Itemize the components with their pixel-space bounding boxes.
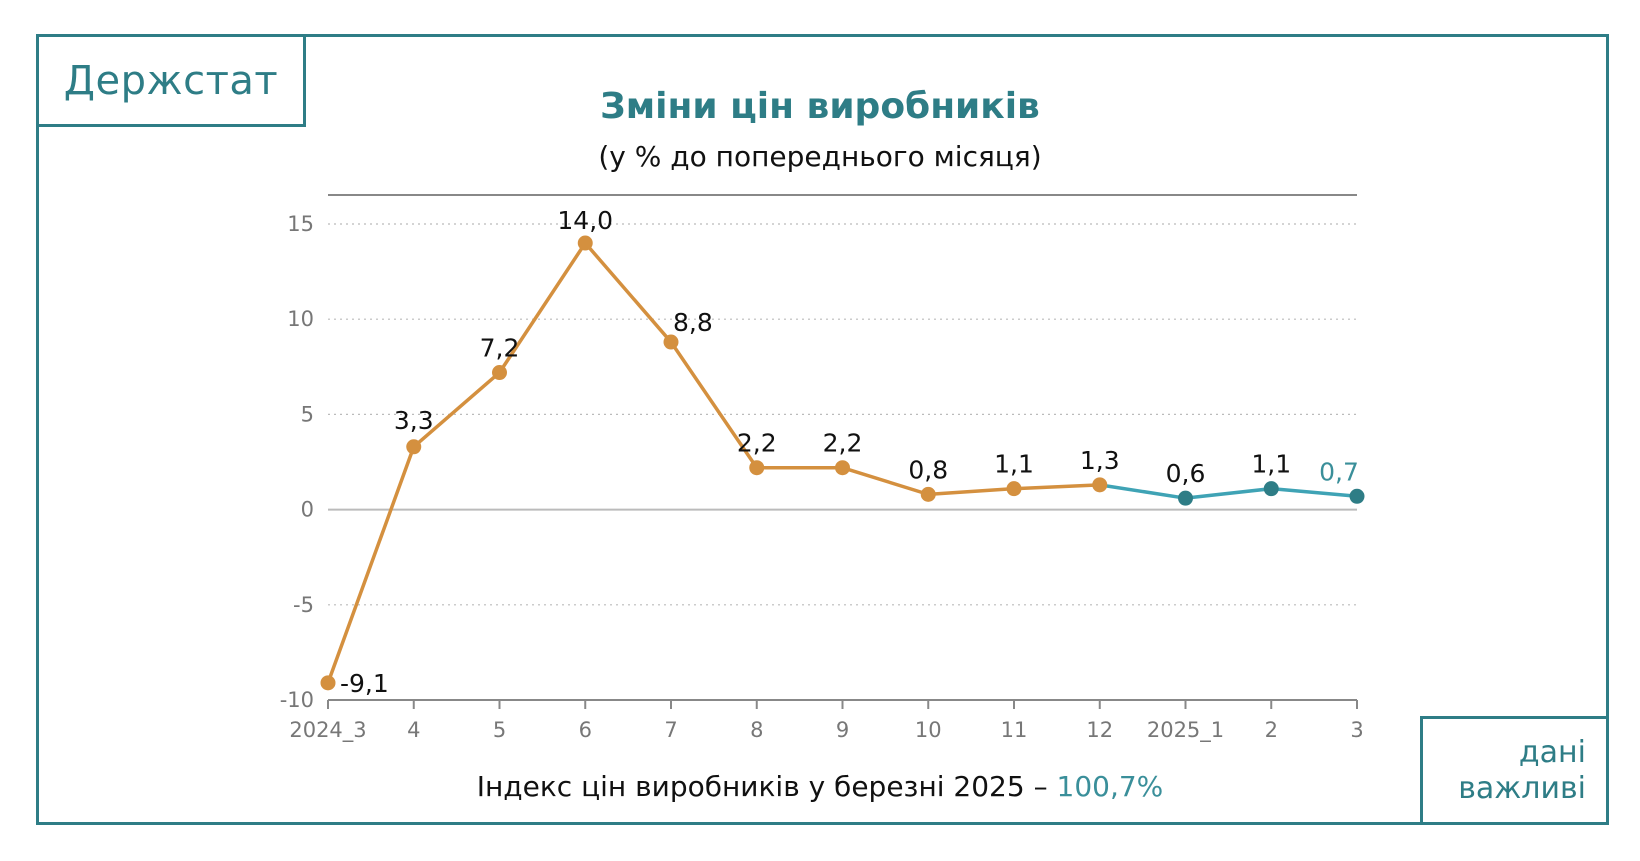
x-tick-label: 12 bbox=[1086, 718, 1113, 742]
data-point bbox=[835, 460, 850, 476]
footer-text: Індекс цін виробників у березні 2025 – bbox=[476, 770, 1057, 803]
data-point bbox=[1349, 488, 1365, 504]
footer-highlight: 100,7% bbox=[1056, 770, 1164, 803]
data-label: 0,6 bbox=[1166, 459, 1206, 488]
y-tick-label: -10 bbox=[280, 688, 314, 712]
data-label: 14,0 bbox=[557, 206, 613, 235]
y-tick-label: -5 bbox=[293, 593, 314, 617]
x-tick-label: 4 bbox=[407, 718, 420, 742]
chart-title: Зміни цін виробників bbox=[600, 86, 1040, 127]
data-label: 0,8 bbox=[908, 455, 948, 484]
x-tick-label: 8 bbox=[750, 718, 763, 742]
slogan-line-2: важливі bbox=[1458, 770, 1586, 806]
data-label: 8,8 bbox=[673, 308, 713, 337]
logo-box: Держстат bbox=[36, 34, 306, 127]
y-axis: 15 10 5 0 -5 -10 bbox=[280, 212, 314, 712]
data-label: 2,2 bbox=[737, 429, 777, 458]
x-tick-label: 9 bbox=[836, 718, 849, 742]
data-label: 2,2 bbox=[823, 429, 863, 458]
x-tick-label: 2025_1 bbox=[1147, 718, 1224, 743]
series-line bbox=[1099, 483, 1358, 500]
data-label: 0,7 bbox=[1319, 457, 1359, 486]
data-point bbox=[1006, 481, 1022, 497]
data-point bbox=[749, 460, 765, 476]
x-tick-label: 2 bbox=[1265, 718, 1278, 742]
x-tick-label: 7 bbox=[664, 718, 677, 742]
data-point bbox=[663, 334, 679, 350]
data-label: -9,1 bbox=[340, 669, 389, 698]
x-tick-label: 6 bbox=[579, 718, 592, 742]
data-label: 7,2 bbox=[480, 334, 520, 363]
series-points bbox=[320, 235, 1365, 691]
logo: Держстат bbox=[63, 57, 279, 104]
x-tick-label: 2024_3 bbox=[289, 718, 366, 743]
x-tick-label: 10 bbox=[915, 718, 942, 742]
data-label: 3,3 bbox=[394, 406, 434, 435]
series-line bbox=[326, 241, 1100, 684]
slogan-badge: дані важливі bbox=[1420, 716, 1609, 825]
y-tick-label: 0 bbox=[301, 498, 314, 522]
data-point bbox=[320, 675, 336, 691]
data-point bbox=[1178, 490, 1193, 506]
outer-frame bbox=[36, 34, 1609, 825]
x-tick-label: 5 bbox=[493, 718, 506, 742]
data-point bbox=[1263, 481, 1279, 497]
series-lines bbox=[326, 241, 1358, 684]
data-label: 1,1 bbox=[1251, 450, 1291, 479]
footer-note: Індекс цін виробників у березні 2025 – 1… bbox=[0, 770, 1640, 803]
y-tick-label: 15 bbox=[287, 212, 314, 236]
data-point bbox=[920, 486, 936, 502]
data-label: 1,1 bbox=[994, 450, 1034, 479]
data-point bbox=[406, 439, 422, 455]
y-tick-label: 5 bbox=[301, 402, 314, 426]
x-axis: 2024_3 4 5 6 7 8 9 10 11 12 2025_1 2 3 bbox=[289, 699, 1364, 743]
grid bbox=[328, 223, 1357, 606]
slogan-line-1: дані bbox=[1518, 734, 1586, 770]
data-point bbox=[492, 365, 507, 381]
chart-subtitle: (у % до попереднього місяця) bbox=[598, 140, 1042, 173]
x-tick-label: 11 bbox=[1001, 718, 1028, 742]
data-labels: -9,1 3,3 7,2 14,0 8,8 2,2 2,2 0,8 1,1 1,3 0,6 1,1 0,… bbox=[340, 206, 1359, 698]
y-tick-label: 10 bbox=[287, 307, 314, 331]
x-tick-label: 3 bbox=[1350, 718, 1363, 742]
data-point bbox=[1092, 477, 1108, 493]
data-point bbox=[577, 235, 593, 251]
data-label: 1,3 bbox=[1080, 446, 1120, 475]
